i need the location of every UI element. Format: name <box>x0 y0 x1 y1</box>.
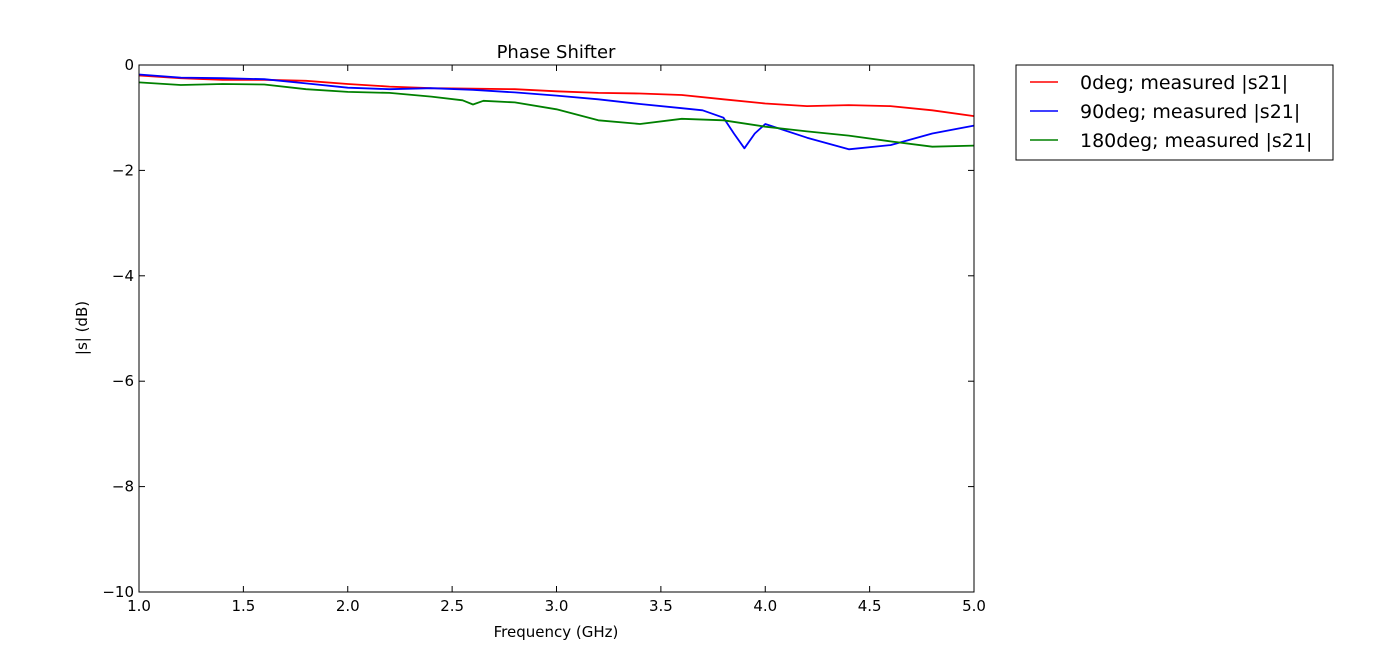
legend-box <box>1015 64 1334 161</box>
y-tick-label: 0 <box>124 56 134 74</box>
x-tick-label: 4.5 <box>858 597 882 615</box>
legend-label: 0deg; measured |s21| <box>1080 72 1288 94</box>
x-tick-label: 4.0 <box>753 597 777 615</box>
plot-area <box>138 73 975 151</box>
y-tick-label: −2 <box>112 161 134 179</box>
x-tick-label: 2.0 <box>336 597 360 615</box>
legend-label: 180deg; measured |s21| <box>1080 130 1312 152</box>
x-tick-label: 3.5 <box>649 597 673 615</box>
x-tick-label: 1.0 <box>127 597 151 615</box>
x-tick-label: 2.5 <box>440 597 464 615</box>
y-tick-label: −10 <box>102 583 134 601</box>
y-axis-label: |s| (dB) <box>73 301 91 355</box>
x-tick-label: 1.5 <box>231 597 255 615</box>
series-line <box>138 81 975 148</box>
y-tick-label: −4 <box>112 267 134 285</box>
legend: 0deg; measured |s21| 90deg; measured |s21… <box>1015 64 1334 161</box>
y-tick-label: −6 <box>112 372 134 390</box>
chart-title: Phase Shifter <box>497 42 616 63</box>
legend-label: 90deg; measured |s21| <box>1080 101 1300 123</box>
x-tick-label: 5.0 <box>962 597 986 615</box>
axis-ticks: 1.0 1.5 2.0 2.5 3.0 3.5 4.0 4.5 5.0 0 −2 −4 −6 −8 −10 <box>102 56 986 615</box>
series-line <box>138 73 975 151</box>
plot-frame <box>138 64 975 593</box>
y-tick-label: −8 <box>112 478 134 496</box>
x-axis-label: Frequency (GHz) <box>494 623 619 641</box>
x-tick-label: 3.0 <box>545 597 569 615</box>
